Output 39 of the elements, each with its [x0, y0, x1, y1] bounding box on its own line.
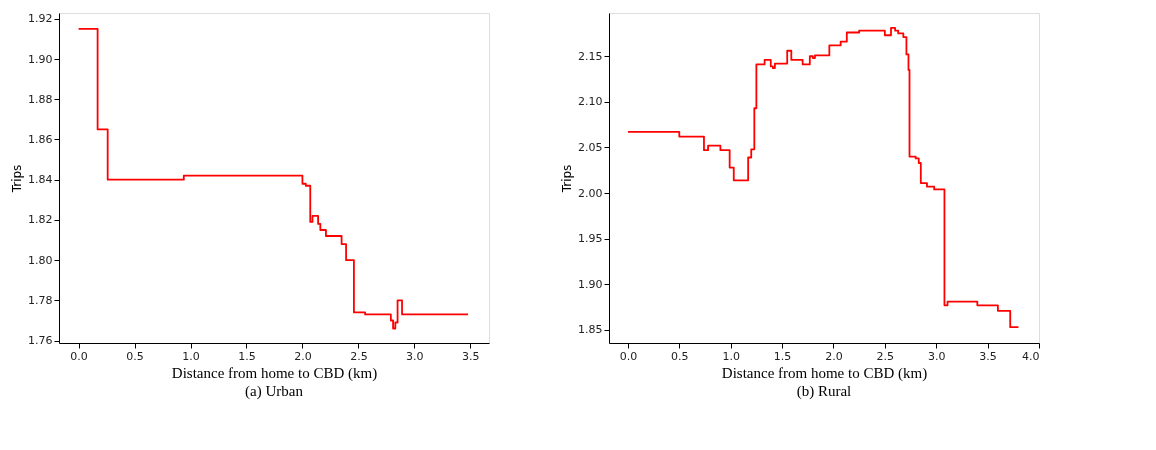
x-axis-title: Distance from home to CBD (km) [721, 364, 928, 382]
x-tick-label: 0.0 [619, 349, 638, 363]
x-tick-label: 0.5 [671, 349, 689, 363]
x-tick-label: 3.5 [462, 349, 480, 363]
x-tick-label: 1.0 [182, 349, 200, 363]
y-tick-label: 1.90 [578, 277, 603, 291]
y-tick-label: 1.86 [28, 132, 53, 146]
y-tick-label: 1.80 [28, 253, 53, 267]
x-tick-label: 0.5 [126, 349, 144, 363]
x-tick-label: 1.0 [722, 349, 740, 363]
y-tick-label: 1.76 [28, 334, 53, 348]
y-tick-label: 1.88 [28, 92, 53, 106]
text: (a) Urban [245, 383, 304, 400]
x-tick-label: 1.5 [238, 349, 256, 363]
x-tick-label: 2.0 [825, 349, 843, 363]
y-tick-label: 2.00 [578, 186, 603, 200]
x-tick-label: 1.5 [773, 349, 792, 363]
y-axis-title: Trips [10, 164, 25, 194]
x-tick-label: 3.0 [927, 349, 946, 363]
x-tick-label: 2.5 [876, 349, 895, 363]
x-tick-label: 2.0 [294, 349, 312, 363]
y-tick-label: 2.10 [578, 95, 603, 109]
y-tick-label: 1.82 [28, 213, 53, 227]
y-tick-label: 1.90 [28, 52, 53, 66]
y-tick-label: 1.78 [28, 293, 53, 307]
text: (b) Rural [796, 383, 852, 400]
y-tick-label: 1.84 [28, 173, 53, 187]
x-tick-label: 0.0 [70, 349, 88, 363]
x-tick-label: 3.0 [406, 349, 424, 363]
y-tick-label: 2.05 [578, 140, 603, 154]
x-tick-label: 2.5 [350, 349, 368, 363]
y-axis-title: Trips [560, 164, 575, 194]
y-tick-label: 1.95 [578, 232, 603, 246]
y-tick-label: 2.15 [578, 49, 603, 63]
x-tick-label: 3.5 [979, 349, 997, 363]
y-tick-label: 1.85 [578, 323, 603, 337]
x-axis-title: Distance from home to CBD (km) [171, 364, 378, 382]
y-tick-label: 1.92 [28, 12, 53, 26]
x-tick-label: 4.0 [1022, 349, 1040, 363]
